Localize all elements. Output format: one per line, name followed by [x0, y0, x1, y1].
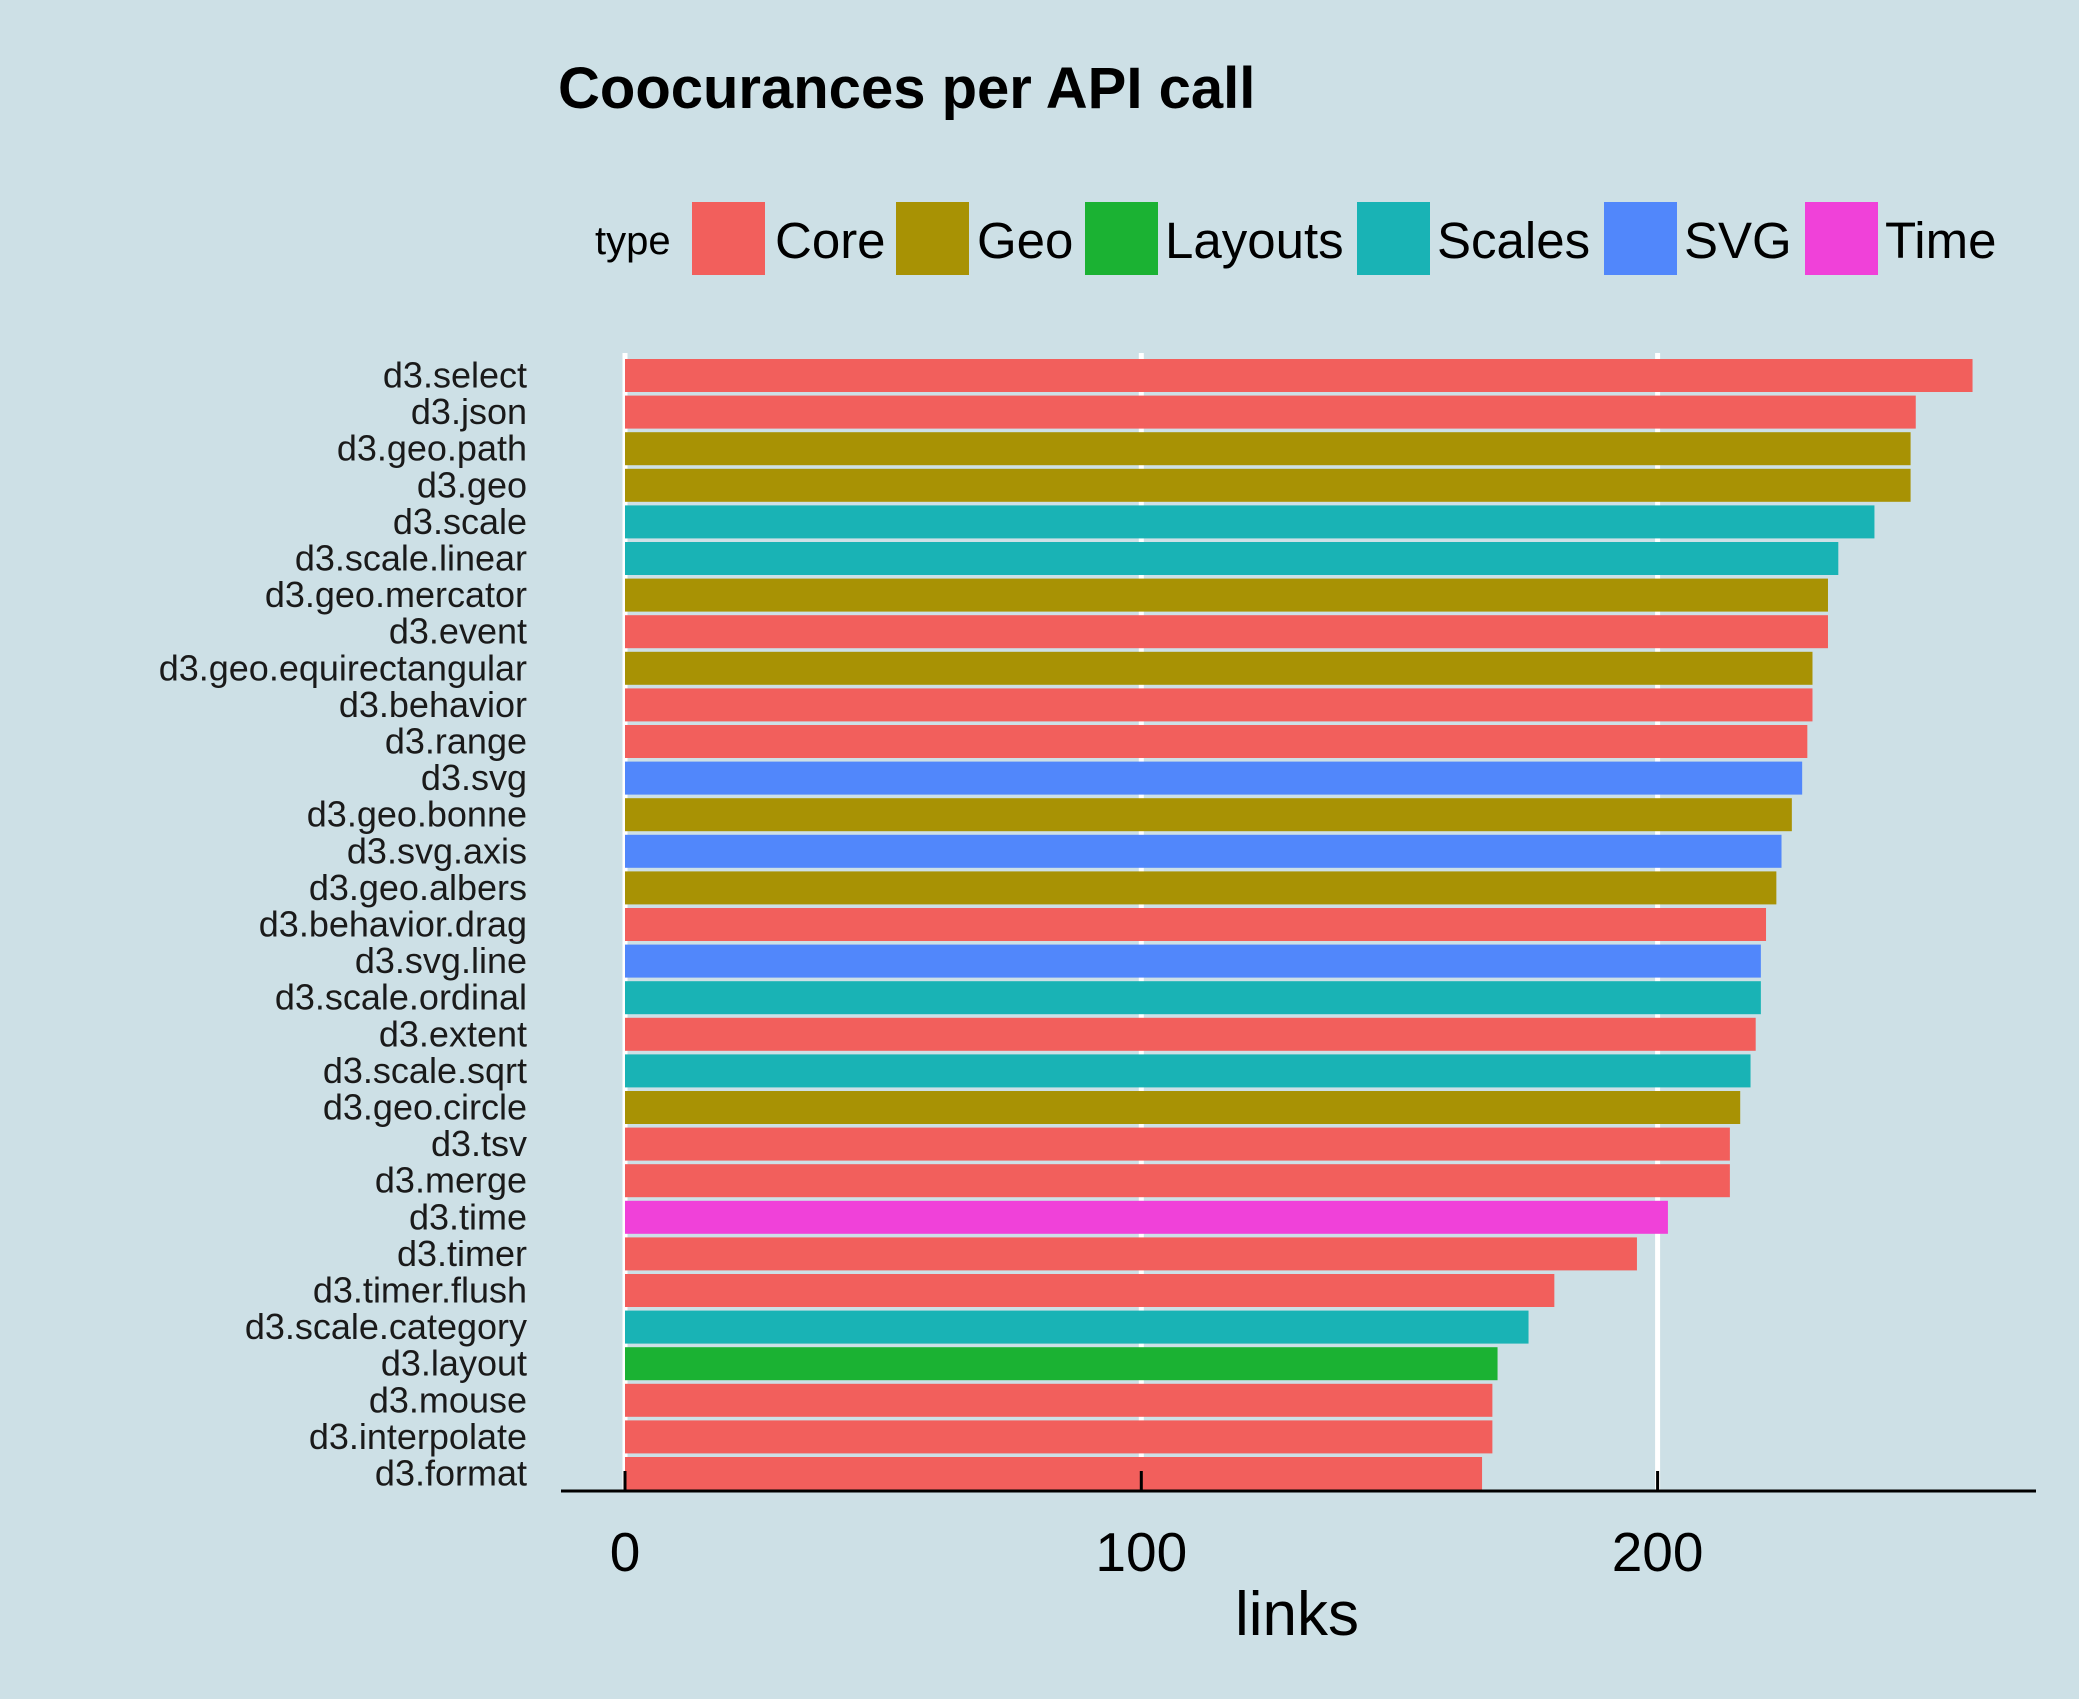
category-label: d3.geo.equirectangular: [159, 647, 527, 688]
bar-d3-interpolate: [625, 1420, 1493, 1454]
category-label: d3.time: [409, 1196, 527, 1237]
category-label: d3.tsv: [431, 1123, 527, 1164]
legend-label-svg: SVG: [1684, 212, 1792, 269]
bar-d3-timer-flush: [625, 1274, 1555, 1307]
bar-d3-geo-bonne: [625, 798, 1792, 832]
legend-title: type: [595, 219, 671, 263]
legend-label-geo: Geo: [977, 212, 1073, 269]
legend-key-svg: [1604, 202, 1677, 275]
x-tick-label: 0: [610, 1521, 641, 1583]
category-label: d3.behavior.drag: [259, 904, 527, 945]
legend-label-core: Core: [775, 212, 886, 269]
bar-d3-svg-line: [625, 944, 1761, 978]
bar-d3-behavior-drag: [625, 908, 1767, 941]
bar-d3-geo-equirectangular: [625, 651, 1813, 685]
bar-d3-geo-circle: [625, 1091, 1741, 1124]
category-label: d3.svg: [421, 757, 527, 798]
category-label: d3.geo.path: [337, 428, 527, 469]
category-label: d3.geo.albers: [309, 867, 527, 908]
category-labels: d3.selectd3.jsond3.geo.pathd3.geod3.scal…: [159, 355, 527, 1494]
category-label: d3.geo.bonne: [307, 794, 527, 835]
bar-d3-scale-category: [625, 1310, 1529, 1344]
bar-d3-scale: [625, 505, 1875, 539]
category-label: d3.merge: [375, 1160, 527, 1201]
bar-d3-mouse: [625, 1383, 1493, 1417]
category-label: d3.scale.category: [245, 1306, 527, 1347]
bar-d3-event: [625, 615, 1828, 649]
legend: type Core Geo Layouts Scales SVG Time: [595, 202, 1996, 275]
legend-key-time: [1805, 202, 1878, 275]
category-label: d3.scale.sqrt: [323, 1050, 527, 1091]
category-label: d3.scale.linear: [295, 538, 527, 579]
chart-title: Coocurances per API call: [558, 56, 1255, 121]
legend-key-layouts: [1085, 202, 1158, 275]
bar-d3-geo-path: [625, 432, 1911, 466]
bar-d3-svg-axis: [625, 834, 1782, 868]
category-label: d3.scale.ordinal: [275, 977, 527, 1018]
bar-d3-json: [625, 395, 1916, 429]
x-axis: 0 100 200: [561, 1471, 2036, 1583]
bar-d3-time: [625, 1200, 1668, 1234]
category-label: d3.format: [375, 1453, 527, 1494]
legend-label-time: Time: [1885, 212, 1996, 269]
category-label: d3.geo: [417, 464, 527, 505]
category-label: d3.timer: [397, 1233, 527, 1274]
bar-d3-scale-ordinal: [625, 981, 1761, 1015]
legend-label-layouts: Layouts: [1165, 212, 1344, 269]
bar-d3-geo-albers: [625, 871, 1777, 905]
bar-d3-geo: [625, 468, 1911, 502]
category-label: d3.svg.line: [355, 940, 527, 981]
bar-d3-tsv: [625, 1127, 1730, 1161]
bars: [625, 359, 1973, 1490]
bar-d3-behavior: [625, 688, 1813, 722]
legend-label-scales: Scales: [1437, 212, 1590, 269]
category-label: d3.json: [411, 391, 527, 432]
bar-d3-merge: [625, 1164, 1730, 1198]
category-label: d3.interpolate: [309, 1416, 527, 1457]
x-tick-label: 100: [1095, 1521, 1187, 1583]
legend-key-geo: [896, 202, 969, 275]
category-label: d3.range: [385, 721, 527, 762]
legend-key-scales: [1357, 202, 1430, 275]
bar-d3-range: [625, 725, 1808, 758]
bar-d3-geo-mercator: [625, 578, 1828, 612]
category-label: d3.layout: [381, 1343, 527, 1384]
bar-d3-timer: [625, 1237, 1637, 1271]
category-label: d3.select: [383, 355, 527, 396]
x-axis-title: links: [1235, 1580, 1359, 1649]
bar-d3-format: [625, 1457, 1483, 1490]
category-label: d3.mouse: [369, 1379, 527, 1420]
x-tick-label: 200: [1612, 1521, 1704, 1583]
bar-d3-layout: [625, 1347, 1498, 1381]
category-label: d3.geo.mercator: [265, 574, 527, 615]
category-label: d3.timer.flush: [313, 1270, 527, 1311]
category-label: d3.extent: [379, 1013, 527, 1054]
category-label: d3.behavior: [339, 684, 527, 725]
bar-d3-scale-linear: [625, 542, 1839, 575]
category-label: d3.scale: [393, 501, 527, 542]
category-label: d3.event: [389, 611, 527, 652]
legend-key-core: [692, 202, 765, 275]
bar-d3-svg: [625, 761, 1803, 795]
category-label: d3.svg.axis: [347, 830, 527, 871]
bar-d3-select: [625, 359, 1973, 392]
bar-d3-extent: [625, 1017, 1756, 1051]
category-label: d3.geo.circle: [323, 1087, 527, 1128]
bar-d3-scale-sqrt: [625, 1054, 1751, 1088]
